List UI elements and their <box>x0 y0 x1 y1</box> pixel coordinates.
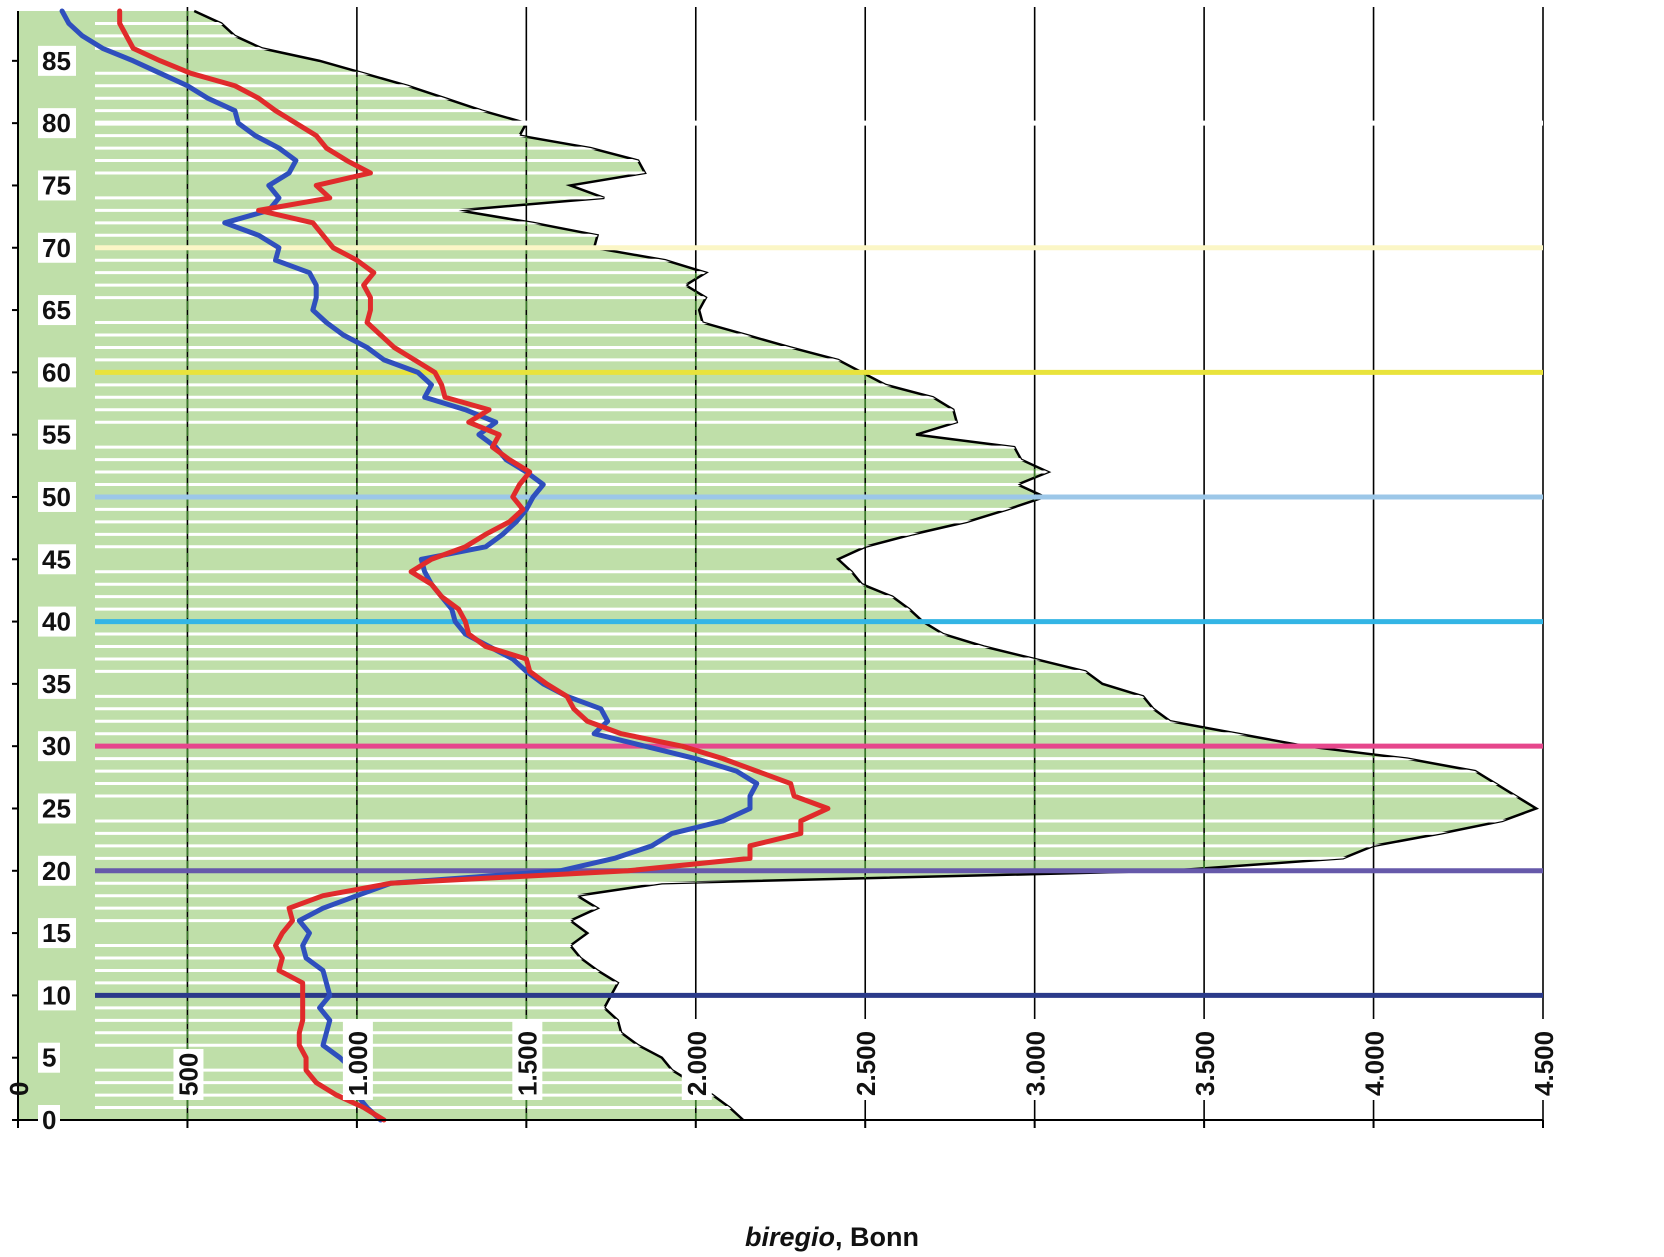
y-tick-label: 65 <box>42 295 71 325</box>
x-tick-label-bg <box>1190 1019 1221 1100</box>
x-axis-label-italic: biregio <box>745 1222 836 1252</box>
series-line-2 <box>117 8 831 1123</box>
x-tick-label-bg <box>512 1019 543 1100</box>
y-tick-label-bg <box>38 606 76 637</box>
y-tick-label-bg <box>38 980 76 1011</box>
y-tick-label: 35 <box>42 669 71 699</box>
x-tick-label: 1.000 <box>343 1031 373 1096</box>
grid-layer <box>186 7 1544 1124</box>
x-tick-label: 0 <box>4 1082 34 1096</box>
hline-layer <box>95 120 1543 998</box>
area-outline <box>193 9 1540 1121</box>
x-tick-label-group: 1.500 <box>512 1019 543 1100</box>
x-tick-label: 2.500 <box>851 1031 881 1096</box>
x-tick-label-bg <box>1020 1019 1051 1100</box>
area-fill <box>18 11 1537 1120</box>
y-tick-label: 40 <box>42 607 71 637</box>
y-tick-label-bg <box>38 108 76 139</box>
y-tick-label: 55 <box>42 420 71 450</box>
x-tick-label: 2.000 <box>682 1031 712 1096</box>
y-tick-label-bg <box>38 1042 60 1073</box>
y-tick-label-bg <box>38 793 76 824</box>
y-tick-label: 25 <box>42 793 71 823</box>
y-tick-label: 10 <box>42 980 71 1010</box>
x-tick-label-bg <box>1359 1019 1390 1100</box>
x-tick-label-group: 0 <box>4 1082 34 1096</box>
y-tick-label-bg <box>38 855 76 886</box>
y-tick-label-bg <box>38 481 76 512</box>
x-tick-label-group: 2.000 <box>681 1019 712 1100</box>
x-tick-label: 4.500 <box>1529 1031 1559 1096</box>
y-tick-label: 45 <box>42 544 71 574</box>
x-tick-label: 500 <box>173 1053 203 1096</box>
x-tick-label-group: 2.500 <box>851 1019 882 1100</box>
axis-layer <box>12 11 1544 1128</box>
y-tick-label: 60 <box>42 357 71 387</box>
y-tick-label: 15 <box>42 918 71 948</box>
x-axis-label: biregio, Bonn <box>0 1222 1664 1253</box>
y-tick-label: 0 <box>42 1105 56 1135</box>
x-axis-label-rest: , Bonn <box>835 1222 919 1252</box>
y-tick-label-bg <box>38 45 76 76</box>
y-tick-label-bg <box>38 668 76 699</box>
x-tick-label-bg <box>681 1019 712 1100</box>
x-tick-label-group: 1.000 <box>342 1019 373 1100</box>
y-tick-label-bg <box>38 1105 60 1135</box>
y-tick-label: 85 <box>42 46 71 76</box>
y-tick-label: 75 <box>42 170 71 200</box>
y-tick-label-bg <box>38 295 76 326</box>
x-tick-label: 3.000 <box>1021 1031 1051 1096</box>
x-tick-label: 1.500 <box>512 1031 542 1096</box>
y-tick-label: 80 <box>42 108 71 138</box>
x-tick-label-bg <box>342 1019 373 1100</box>
area-layer <box>18 9 1540 1121</box>
x-tick-label-group: 3.500 <box>1190 1019 1221 1100</box>
y-tick-label-bg <box>38 731 76 762</box>
y-tick-label-bg <box>38 232 76 263</box>
y-tick-label: 30 <box>42 731 71 761</box>
x-tick-label-bg <box>851 1019 882 1100</box>
y-tick-label-bg <box>38 170 76 201</box>
x-tick-label: 3.500 <box>1190 1031 1220 1096</box>
x-tick-label-group: 500 <box>173 1049 204 1100</box>
y-tick-label: 5 <box>42 1043 56 1073</box>
y-tick-label-bg <box>38 357 76 388</box>
y-tick-label-bg <box>38 419 76 450</box>
y-tick-label: 50 <box>42 482 71 512</box>
series-layer <box>59 8 831 1123</box>
y-tick-label: 20 <box>42 856 71 886</box>
y-tick-label: 70 <box>42 233 71 263</box>
y-tick-label-bg <box>38 544 76 575</box>
x-tick-label-group: 3.000 <box>1020 1019 1051 1100</box>
x-tick-label-bg <box>1529 1019 1559 1100</box>
y-tick-label-bg <box>38 918 76 949</box>
x-tick-label: 4.000 <box>1360 1031 1390 1096</box>
x-tick-label-group: 4.000 <box>1359 1019 1390 1100</box>
x-tick-label-bg <box>173 1049 204 1100</box>
x-tick-label-group: 4.500 <box>1529 1019 1559 1100</box>
